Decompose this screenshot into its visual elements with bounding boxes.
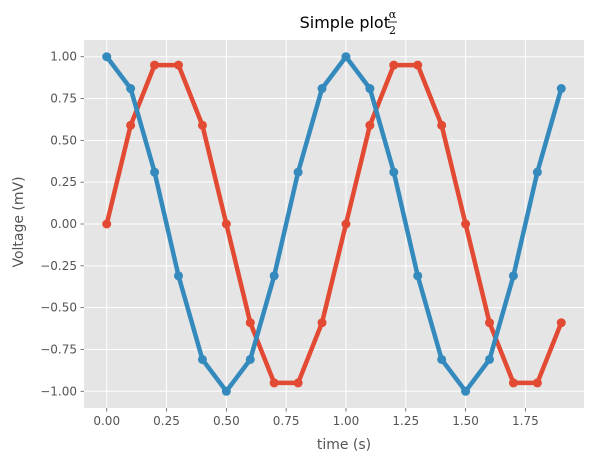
title-fraction-numerator: α [389, 8, 397, 21]
data-point [221, 386, 231, 396]
data-point [126, 84, 136, 94]
y-axis-label: Voltage (mV) [11, 176, 27, 267]
y-tick-label: 0.75 [50, 92, 77, 106]
x-tick-label: 0.50 [213, 414, 240, 428]
data-point [317, 84, 327, 94]
data-point [102, 52, 112, 62]
title-text: Simple plot [300, 13, 390, 32]
data-point [508, 378, 518, 388]
data-point [102, 219, 112, 229]
data-point [221, 219, 231, 229]
data-point [365, 84, 375, 94]
data-point [245, 354, 255, 364]
data-point [197, 354, 207, 364]
x-tick-label: 0.75 [273, 414, 300, 428]
data-point [293, 167, 303, 177]
data-point [413, 271, 423, 281]
y-tick-label: −0.75 [40, 342, 77, 356]
data-point [341, 219, 351, 229]
y-tick-label: 0.50 [50, 133, 77, 147]
series-group [102, 52, 566, 396]
data-point [389, 167, 399, 177]
data-point [341, 52, 351, 62]
data-point [150, 167, 160, 177]
data-point [150, 60, 160, 70]
data-point [461, 386, 471, 396]
y-tick-label: −1.00 [40, 384, 77, 398]
x-tick-label: 0.25 [153, 414, 180, 428]
y-tick-label: 0.25 [50, 175, 77, 189]
data-point [173, 60, 183, 70]
data-point [126, 120, 136, 130]
data-point [485, 354, 495, 364]
series-2 [102, 52, 566, 396]
x-tick-label: 0.00 [93, 414, 120, 428]
chart-title: Simple plot α 2 [300, 8, 397, 37]
data-point [556, 84, 566, 94]
data-point [532, 167, 542, 177]
y-tick-label: −0.50 [40, 301, 77, 315]
series-1 [102, 60, 566, 388]
x-axis-label: time (s) [317, 437, 371, 453]
data-point [389, 60, 399, 70]
series-line [104, 62, 564, 386]
y-axis: 1.00 0.75 0.50 0.25 0.00 −0.25 −0.50 −0.75 −1.00 [40, 50, 84, 398]
data-point [437, 120, 447, 130]
data-point [413, 60, 423, 70]
data-point [197, 120, 207, 130]
x-tick-label: 1.50 [452, 414, 479, 428]
y-tick-label: −0.25 [40, 259, 77, 273]
x-tick-label: 1.75 [512, 414, 539, 428]
data-point [317, 318, 327, 328]
data-point [173, 271, 183, 281]
data-point [532, 378, 542, 388]
x-tick-label: 1.00 [333, 414, 360, 428]
x-axis: 0.00 0.25 0.50 0.75 1.00 1.25 1.50 1.75 [93, 408, 539, 428]
data-point [485, 318, 495, 328]
data-point [556, 318, 566, 328]
data-point [245, 318, 255, 328]
data-point [437, 354, 447, 364]
data-point [508, 271, 518, 281]
data-point [293, 378, 303, 388]
series-line [104, 54, 564, 394]
data-point [461, 219, 471, 229]
y-tick-label: 0.00 [50, 217, 77, 231]
data-point [269, 271, 279, 281]
data-point [365, 120, 375, 130]
y-tick-label: 1.00 [50, 50, 77, 64]
title-fraction-denominator: 2 [389, 24, 396, 37]
data-point [269, 378, 279, 388]
x-tick-label: 1.25 [392, 414, 419, 428]
